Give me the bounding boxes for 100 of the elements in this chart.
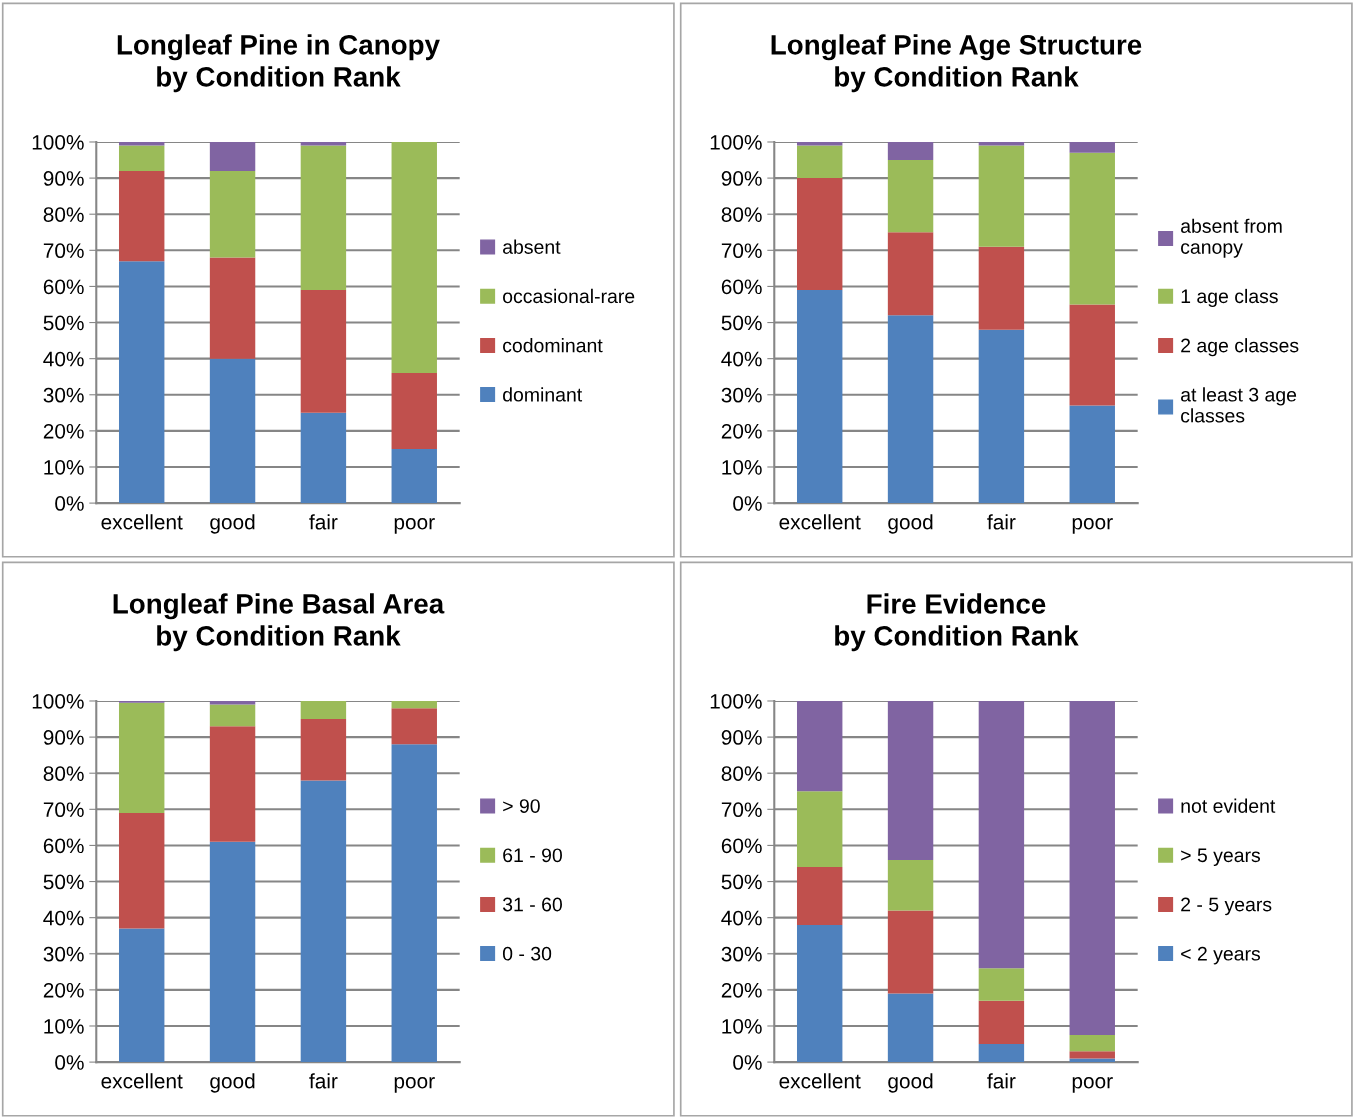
legend-label: at least 3 age classes: [1181, 387, 1297, 423]
y-tick-label: 70%: [721, 802, 762, 818]
legend-label: dominant: [503, 387, 583, 402]
y-tick-label: 100%: [32, 693, 84, 709]
bar: [887, 232, 934, 316]
x-tick-label: poor: [394, 518, 435, 534]
bar: [1069, 405, 1115, 504]
legend-label: codominant: [503, 338, 603, 353]
bar: [300, 141, 347, 146]
x-tick-label: excellent: [101, 514, 183, 530]
y-tick-label: 80%: [43, 766, 84, 781]
y-tick-label: 40%: [43, 910, 84, 926]
y-tick-label: 90%: [721, 171, 762, 186]
y-tick-label: 40%: [721, 351, 762, 367]
bar: [300, 290, 347, 413]
y-tick-label: 40%: [43, 351, 84, 367]
bar: [1069, 1051, 1115, 1059]
y-tick-label: 30%: [43, 946, 84, 962]
y-tick-label: 20%: [43, 982, 84, 998]
y-tick-label: 10%: [44, 1018, 84, 1034]
y-tick-label: 10%: [44, 459, 84, 475]
y-tick-label: 80%: [721, 207, 762, 222]
bar: [209, 841, 256, 1063]
bar: [300, 145, 347, 291]
y-tick-label: 90%: [721, 730, 762, 745]
legend-label: 2 age classes: [1181, 338, 1299, 357]
y-tick-label: 70%: [43, 802, 84, 818]
y-tick-label: 50%: [43, 315, 84, 331]
bar: [887, 315, 934, 504]
legend-label: > 5 years: [1181, 848, 1261, 866]
x-tick-label: excellent: [779, 514, 861, 530]
bar: [978, 246, 1025, 330]
bar: [796, 867, 843, 925]
bar: [978, 1000, 1025, 1045]
bar: [209, 704, 256, 727]
x-tick-label: fair: [987, 1073, 1016, 1089]
y-tick-label: 20%: [721, 423, 762, 439]
y-tick-label: 50%: [721, 874, 762, 890]
x-tick-label: fair: [309, 514, 338, 530]
bar: [978, 700, 1025, 969]
y-tick-label: 60%: [721, 279, 762, 295]
bar: [391, 448, 437, 504]
legend-label: > 90: [503, 799, 540, 813]
bar: [300, 700, 347, 720]
y-tick-label: 80%: [43, 207, 84, 222]
legend-label: absent: [503, 239, 561, 254]
chart-title: Longleaf Pine in Canopy by Condition Rank: [117, 34, 440, 93]
bar: [796, 290, 843, 504]
bar: [391, 744, 437, 1063]
bar: [796, 924, 843, 1063]
bar: [118, 145, 165, 171]
bar: [391, 373, 437, 449]
y-tick-label: 30%: [721, 387, 762, 403]
y-tick-label: 70%: [43, 243, 84, 259]
y-tick-label: 100%: [710, 134, 762, 150]
y-tick-label: 60%: [721, 838, 762, 854]
y-tick-label: 10%: [722, 1018, 762, 1034]
bar: [978, 145, 1025, 247]
x-tick-label: fair: [987, 514, 1016, 530]
x-tick-label: good: [888, 1073, 933, 1093]
bar: [978, 141, 1025, 146]
bar: [118, 928, 165, 1063]
bar: [887, 160, 934, 233]
bar: [118, 812, 165, 929]
y-tick-label: 80%: [721, 766, 762, 781]
bar: [209, 726, 256, 842]
x-tick-label: good: [888, 514, 933, 534]
legend-label: 0 - 30: [502, 946, 552, 961]
bar: [300, 719, 347, 781]
bar: [796, 141, 843, 146]
bar: [796, 178, 843, 291]
y-tick-label: 0%: [733, 1055, 762, 1070]
bar: [1069, 304, 1115, 406]
x-tick-label: poor: [1072, 518, 1113, 534]
y-tick-label: 50%: [43, 874, 84, 890]
legend-label: 61 - 90: [503, 848, 562, 863]
y-tick-label: 60%: [43, 279, 84, 295]
x-tick-label: good: [210, 1073, 255, 1093]
y-tick-label: 0%: [733, 496, 762, 511]
bar: [391, 141, 437, 374]
y-tick-label: 0%: [55, 496, 84, 511]
bar: [300, 412, 347, 504]
x-tick-label: good: [210, 514, 255, 534]
bar: [209, 170, 256, 258]
bar: [391, 708, 437, 745]
bar: [300, 780, 347, 1063]
x-tick-label: poor: [394, 1077, 435, 1093]
bar: [209, 257, 256, 359]
bar: [209, 358, 256, 504]
y-tick-label: 100%: [710, 693, 762, 709]
legend-label: occasional-rare: [503, 288, 635, 304]
bar: [796, 145, 843, 179]
bar: [1069, 152, 1115, 305]
bar: [887, 993, 934, 1063]
x-tick-label: poor: [1072, 1077, 1113, 1093]
y-tick-label: 100%: [32, 134, 84, 150]
y-tick-label: 90%: [43, 730, 84, 745]
x-tick-label: excellent: [779, 1073, 861, 1089]
legend-label: absent from canopy: [1181, 218, 1282, 258]
y-tick-label: 0%: [55, 1055, 84, 1070]
